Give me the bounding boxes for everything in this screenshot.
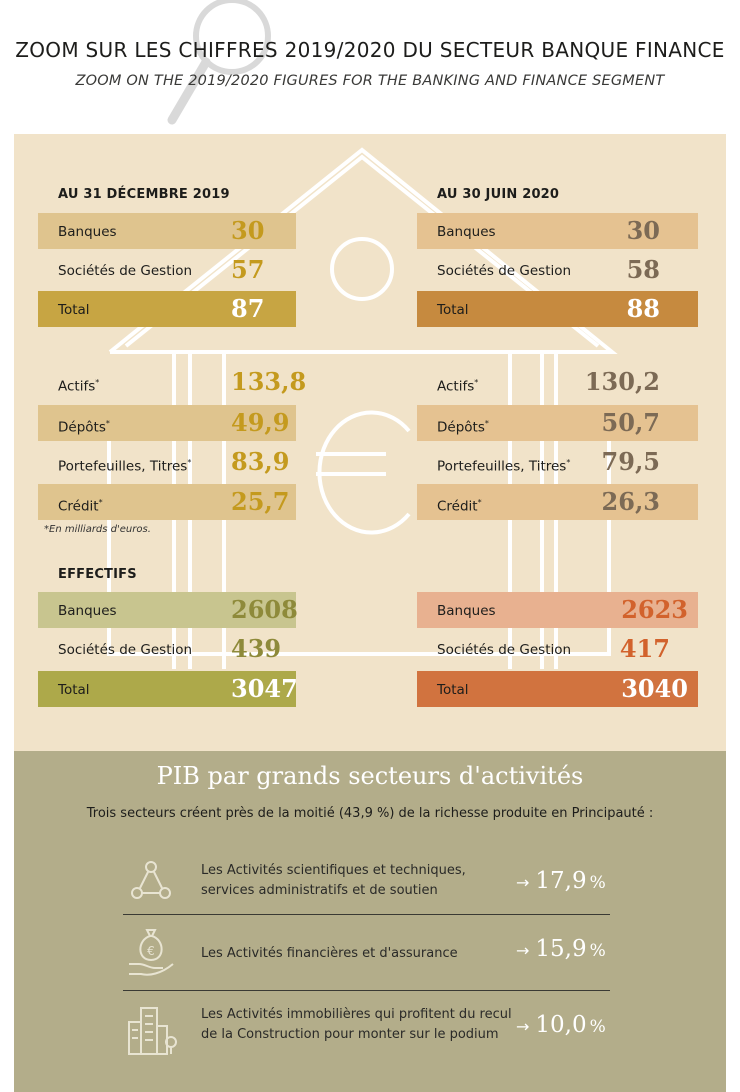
house-euro-icon bbox=[107, 147, 618, 669]
row-value: 25,7 bbox=[231, 487, 290, 516]
row-value: 83,9 bbox=[231, 447, 290, 476]
row-value: 30 bbox=[231, 216, 265, 245]
row-label: Sociétés de Gestion bbox=[58, 642, 193, 658]
row-label: Banques bbox=[58, 603, 117, 619]
right-eff-banques-row: Banques 2623 bbox=[417, 592, 698, 628]
effectifs-heading: EFFECTIFS bbox=[58, 567, 137, 582]
page-subtitle: ZOOM ON THE 2019/2020 FIGURES FOR THE BA… bbox=[75, 73, 665, 89]
row-label: Banques bbox=[437, 603, 496, 619]
divider bbox=[123, 914, 610, 915]
svg-text:€: € bbox=[147, 944, 155, 958]
pib-panel bbox=[14, 751, 726, 1092]
left-eff-total-row: Total 3047 bbox=[38, 671, 298, 707]
row-value: 2623 bbox=[621, 595, 688, 624]
buildings-icon bbox=[128, 1007, 177, 1055]
row-value: 49,9 bbox=[231, 408, 290, 437]
sector-percent: → 17,9% bbox=[516, 868, 606, 894]
right-societes-row: Sociétés de Gestion 58 bbox=[417, 252, 698, 288]
right-heading: AU 30 JUIN 2020 bbox=[437, 187, 560, 202]
row-label: Banques bbox=[58, 224, 117, 240]
row-value: 88 bbox=[626, 294, 660, 323]
page-title: ZOOM SUR LES CHIFFRES 2019/2020 DU SECTE… bbox=[15, 38, 725, 62]
row-label: Actifs* bbox=[437, 378, 479, 395]
sector-item: € Les Activités financières et d'assuran… bbox=[123, 922, 610, 982]
row-value: 3047 bbox=[231, 674, 298, 703]
sector-item: Les Activités scientifiques et technique… bbox=[123, 856, 610, 912]
right-portefeuilles-row: Portefeuilles, Titres* 79,5 bbox=[417, 444, 698, 480]
left-societes-row: Sociétés de Gestion 57 bbox=[38, 252, 296, 288]
sector-text: Les Activités scientifiques et technique… bbox=[201, 863, 466, 898]
divider bbox=[123, 990, 610, 991]
left-actifs-row: Actifs* 133,8 bbox=[38, 364, 306, 400]
sector-text: Les Activités immobilières qui profitent… bbox=[201, 1007, 512, 1042]
left-eff-banques-row: Banques 2608 bbox=[38, 592, 298, 628]
right-total-row: Total 88 bbox=[417, 291, 698, 327]
right-credit-row: Crédit* 26,3 bbox=[417, 484, 698, 520]
sector-percent: → 10,0% bbox=[516, 1012, 606, 1038]
row-value: 417 bbox=[619, 634, 670, 663]
row-value: 439 bbox=[231, 634, 282, 663]
pib-subtitle: Trois secteurs créent près de la moitié … bbox=[86, 806, 654, 821]
footnote: *En milliards d'euros. bbox=[44, 524, 151, 535]
right-depots-row: Dépôts* 50,7 bbox=[417, 405, 698, 441]
money-bag-hand-icon: € bbox=[129, 929, 174, 976]
row-value: 58 bbox=[626, 255, 660, 284]
left-total-row: Total 87 bbox=[38, 291, 296, 327]
row-value: 87 bbox=[231, 294, 265, 323]
sector-item: Les Activités immobilières qui profitent… bbox=[123, 1000, 610, 1060]
row-value: 26,3 bbox=[601, 487, 660, 516]
row-label: Sociétés de Gestion bbox=[437, 642, 572, 658]
row-label: Dépôts* bbox=[58, 419, 110, 436]
row-value: 30 bbox=[626, 216, 660, 245]
row-label: Total bbox=[58, 682, 90, 698]
row-label: Banques bbox=[437, 224, 496, 240]
row-value: 79,5 bbox=[601, 447, 660, 476]
right-banques-row: Banques 30 bbox=[417, 213, 698, 249]
right-eff-total-row: Total 3040 bbox=[417, 671, 698, 707]
pib-title: PIB par grands secteurs d'activités bbox=[156, 762, 584, 790]
row-value: 57 bbox=[231, 255, 265, 284]
network-triangle-icon bbox=[131, 861, 171, 899]
row-label: Total bbox=[437, 682, 469, 698]
row-label: Crédit* bbox=[437, 498, 482, 515]
row-label: Portefeuilles, Titres* bbox=[437, 458, 571, 475]
right-eff-societes-row: Sociétés de Gestion 417 bbox=[417, 631, 698, 667]
right-actifs-row: Actifs* 130,2 bbox=[417, 364, 698, 400]
row-label: Portefeuilles, Titres* bbox=[58, 458, 192, 475]
row-value: 130,2 bbox=[584, 367, 660, 396]
left-banques-row: Banques 30 bbox=[38, 213, 296, 249]
row-label: Sociétés de Gestion bbox=[58, 263, 193, 279]
left-depots-row: Dépôts* 49,9 bbox=[38, 405, 296, 441]
row-value: 133,8 bbox=[231, 367, 307, 396]
row-label: Total bbox=[437, 302, 469, 318]
left-credit-row: Crédit* 25,7 bbox=[38, 484, 296, 520]
row-value: 50,7 bbox=[601, 408, 660, 437]
magnifier-icon bbox=[167, 0, 271, 125]
sector-text: Les Activités financières et d'assurance bbox=[201, 946, 458, 961]
left-eff-societes-row: Sociétés de Gestion 439 bbox=[38, 631, 296, 667]
header: ZOOM SUR LES CHIFFRES 2019/2020 DU SECTE… bbox=[0, 0, 740, 135]
row-label: Actifs* bbox=[58, 378, 100, 395]
row-label: Total bbox=[58, 302, 90, 318]
row-value: 3040 bbox=[621, 674, 688, 703]
row-value: 2608 bbox=[231, 595, 298, 624]
sector-percent: → 15,9% bbox=[516, 936, 606, 962]
row-label: Sociétés de Gestion bbox=[437, 263, 572, 279]
row-label: Dépôts* bbox=[437, 419, 489, 436]
left-heading: AU 31 DÉCEMBRE 2019 bbox=[58, 187, 230, 202]
row-label: Crédit* bbox=[58, 498, 103, 515]
left-portefeuilles-row: Portefeuilles, Titres* 83,9 bbox=[38, 444, 296, 480]
